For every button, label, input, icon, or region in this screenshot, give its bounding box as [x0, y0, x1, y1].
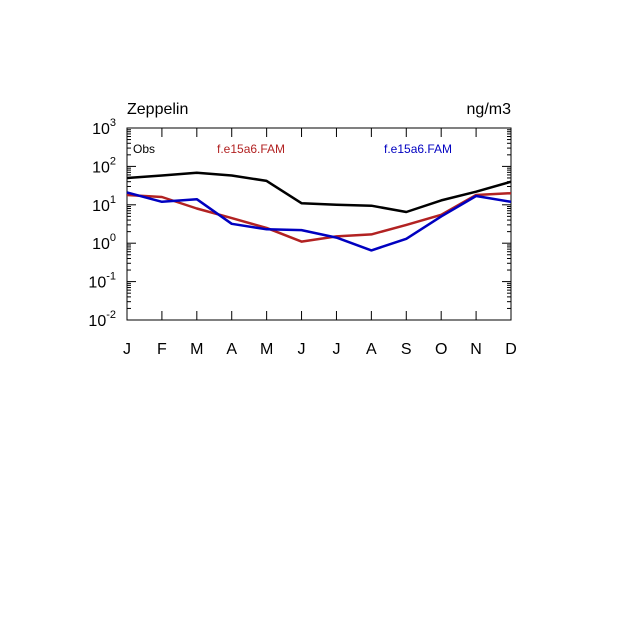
x-tick-label: M: [190, 341, 203, 358]
x-tick-label: J: [298, 341, 306, 358]
series-line-2: [126, 191, 512, 243]
x-tick-label: A: [226, 341, 237, 358]
legend-label-2: f.e15a6.FAM: [217, 142, 285, 156]
x-tick-label: J: [123, 341, 131, 358]
x-tick-label: D: [505, 341, 517, 358]
series-line-3: [126, 191, 512, 252]
x-tick-label: F: [157, 341, 167, 358]
x-tick-label: M: [260, 341, 273, 358]
x-tick-label: J: [332, 341, 340, 358]
chart-units: ng/m3: [467, 101, 512, 118]
y-tick-label: 101: [92, 194, 116, 215]
y-tick-label: 100: [92, 232, 116, 253]
legend-label-1: Obs: [133, 142, 155, 156]
legend-label-3: f.e15a6.FAM: [384, 142, 452, 156]
x-tick-label: A: [366, 341, 377, 358]
plot-area: J F M A M J J A S O N D 10-2 10-1 100 101 102 103 Obs f.e15…: [88, 117, 516, 358]
chart-title: Zeppelin: [127, 101, 188, 118]
y-tick-label: 103: [92, 117, 116, 138]
y-tick-label: 102: [92, 155, 116, 176]
plot-frame: [126, 127, 512, 321]
x-tick-label: S: [401, 341, 412, 358]
x-tick-label: O: [435, 341, 447, 358]
y-tick-label: 10-2: [88, 309, 116, 330]
y-tick-label: 10-1: [88, 271, 116, 292]
series-line-1: [126, 171, 512, 214]
x-tick-label: N: [470, 341, 482, 358]
